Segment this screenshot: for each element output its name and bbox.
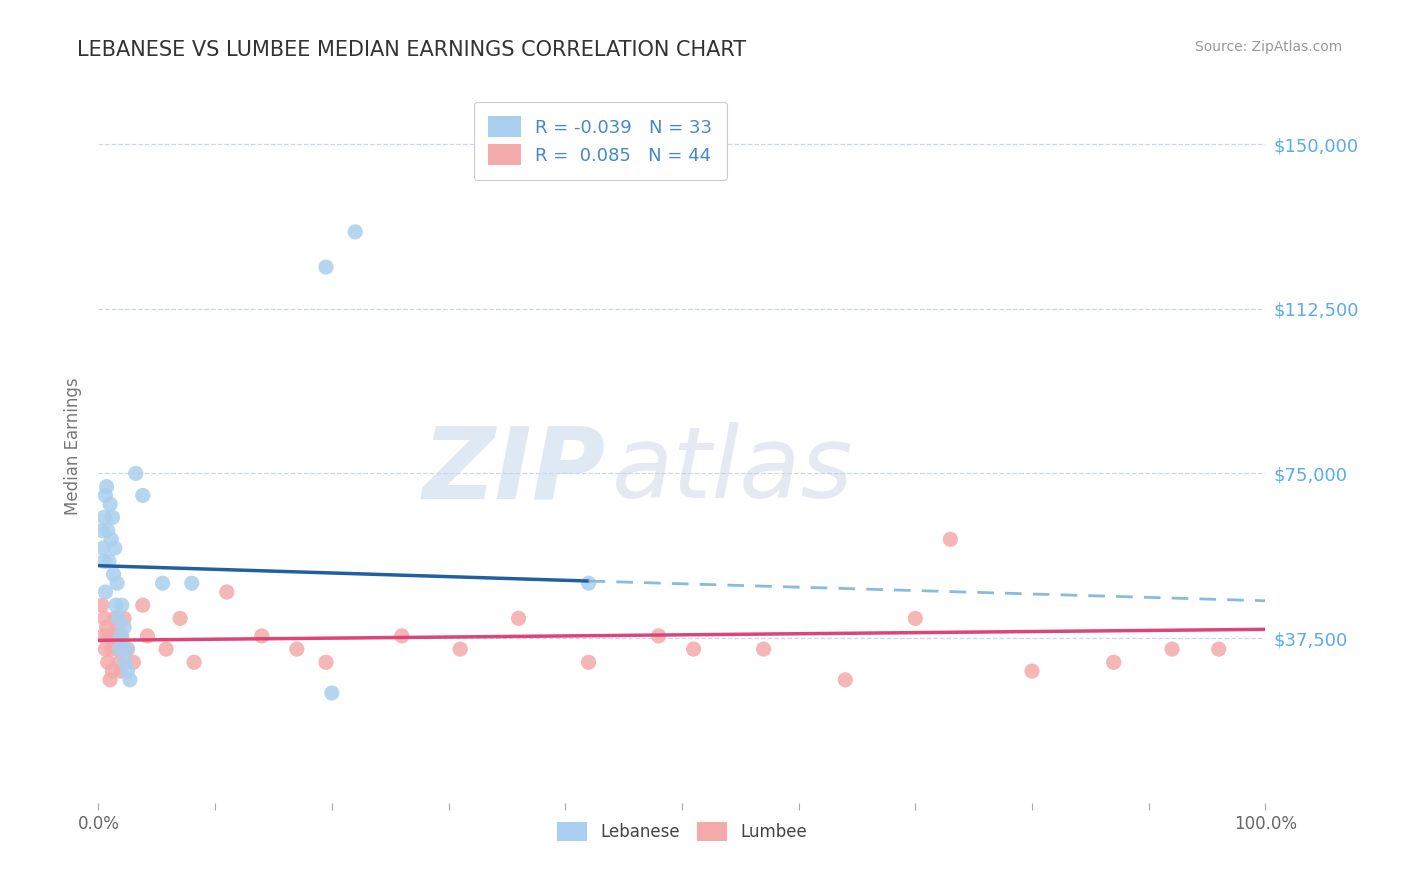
Point xyxy=(97,655,120,669)
Point xyxy=(904,611,927,625)
Point xyxy=(152,576,174,591)
Point xyxy=(108,655,131,669)
Point xyxy=(117,664,139,678)
Point xyxy=(97,629,120,643)
Point xyxy=(132,488,155,502)
Point xyxy=(97,554,120,568)
Point xyxy=(578,655,600,669)
Point xyxy=(508,611,530,625)
Point xyxy=(1208,642,1230,657)
Text: ZIP: ZIP xyxy=(423,423,606,519)
Point xyxy=(132,598,155,612)
Point xyxy=(93,510,115,524)
Point xyxy=(93,554,115,568)
Point xyxy=(111,629,134,643)
Point xyxy=(155,642,177,657)
Point xyxy=(100,642,122,657)
Point xyxy=(94,642,117,657)
Point xyxy=(136,629,159,643)
Point xyxy=(1102,655,1125,669)
Point xyxy=(96,620,118,634)
Point xyxy=(104,598,127,612)
Point xyxy=(834,673,856,687)
Point xyxy=(93,611,115,625)
Point xyxy=(1161,642,1184,657)
Point xyxy=(117,642,139,657)
Point xyxy=(104,638,127,652)
Point xyxy=(91,629,114,643)
Point xyxy=(114,655,136,669)
Text: Source: ZipAtlas.com: Source: ZipAtlas.com xyxy=(1195,40,1343,54)
Point xyxy=(250,629,273,643)
Point xyxy=(752,642,775,657)
Point xyxy=(215,585,238,599)
Point xyxy=(103,567,125,582)
Point xyxy=(125,467,148,481)
Text: LEBANESE VS LUMBEE MEDIAN EARNINGS CORRELATION CHART: LEBANESE VS LUMBEE MEDIAN EARNINGS CORRE… xyxy=(77,40,747,60)
Point xyxy=(107,611,129,625)
Point xyxy=(97,524,120,538)
Point xyxy=(344,225,367,239)
Point xyxy=(108,642,131,657)
Point xyxy=(110,664,132,678)
Point xyxy=(321,686,343,700)
Point xyxy=(180,576,202,591)
Point xyxy=(449,642,471,657)
Point xyxy=(98,673,121,687)
Point xyxy=(122,655,145,669)
Point xyxy=(111,598,134,612)
Point xyxy=(315,655,337,669)
Point xyxy=(115,642,138,657)
Point xyxy=(94,585,117,599)
Point xyxy=(91,541,114,555)
Y-axis label: Median Earnings: Median Earnings xyxy=(63,377,82,515)
Point xyxy=(101,664,124,678)
Point xyxy=(285,642,308,657)
Point xyxy=(105,620,128,634)
Point xyxy=(96,480,118,494)
Point xyxy=(90,524,112,538)
Point xyxy=(315,260,337,274)
Point xyxy=(101,510,124,524)
Point xyxy=(98,497,121,511)
Point xyxy=(682,642,704,657)
Point xyxy=(112,620,135,634)
Point xyxy=(110,629,132,643)
Text: atlas: atlas xyxy=(612,423,853,519)
Point xyxy=(647,629,669,643)
Point xyxy=(103,629,125,643)
Point xyxy=(112,611,135,625)
Point xyxy=(94,488,117,502)
Point xyxy=(1021,664,1043,678)
Point xyxy=(104,611,127,625)
Point xyxy=(104,541,127,555)
Point xyxy=(100,533,122,547)
Point xyxy=(391,629,413,643)
Legend: Lebanese, Lumbee: Lebanese, Lumbee xyxy=(550,815,814,848)
Point xyxy=(105,576,128,591)
Point xyxy=(578,576,600,591)
Point xyxy=(183,655,205,669)
Point xyxy=(169,611,191,625)
Point xyxy=(90,598,112,612)
Point xyxy=(107,642,129,657)
Point xyxy=(118,673,141,687)
Point xyxy=(939,533,962,547)
